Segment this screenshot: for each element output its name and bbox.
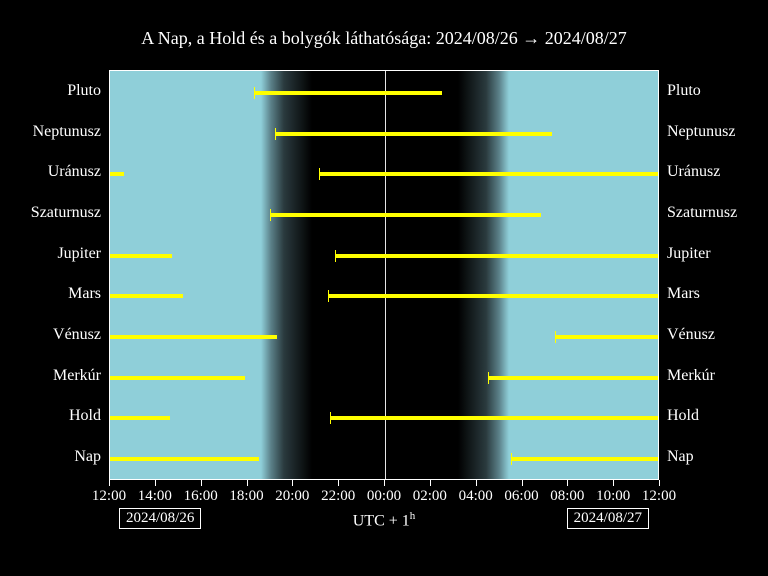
x-tick-mark <box>201 480 202 486</box>
rise-tick <box>328 290 329 302</box>
x-tick-label: 06:00 <box>504 488 538 505</box>
body-label-right: Neptunusz <box>667 123 735 141</box>
x-tick-mark <box>476 480 477 486</box>
body-label-left: Nap <box>0 448 101 466</box>
x-tick-mark <box>109 480 110 486</box>
body-label-right: Uránusz <box>667 163 720 181</box>
body-label-right: Merkúr <box>667 367 715 385</box>
x-tick-label: 16:00 <box>184 488 218 505</box>
body-label-left: Hold <box>0 407 101 425</box>
rise-tick <box>330 412 331 424</box>
visibility-bar <box>110 254 172 258</box>
visibility-bar <box>555 335 659 339</box>
x-tick-mark <box>155 480 156 486</box>
x-tick-mark <box>247 480 248 486</box>
date-box-right: 2024/08/27 <box>567 508 649 529</box>
x-tick-mark <box>430 480 431 486</box>
x-tick-mark <box>384 480 385 486</box>
rise-tick <box>319 168 320 180</box>
rise-tick <box>555 331 556 343</box>
xaxis-title-prefix: UTC + 1 <box>353 512 410 529</box>
chart-title: A Nap, a Hold és a bolygók láthatósága: … <box>0 28 768 49</box>
visibility-bar <box>488 376 659 380</box>
visibility-bar <box>270 213 540 217</box>
x-tick-mark <box>522 480 523 486</box>
visibility-bar <box>110 376 245 380</box>
rise-tick <box>335 250 336 262</box>
x-tick-label: 04:00 <box>459 488 493 505</box>
x-tick-mark <box>567 480 568 486</box>
visibility-bar <box>511 457 659 461</box>
body-label-right: Nap <box>667 448 694 466</box>
title-prefix: A Nap, a Hold és a bolygók láthatósága: <box>141 28 435 48</box>
x-tick-label: 02:00 <box>413 488 447 505</box>
x-tick-label: 12:00 <box>92 488 126 505</box>
x-tick-label: 14:00 <box>138 488 172 505</box>
rise-tick <box>511 453 512 465</box>
body-label-left: Mars <box>0 285 101 303</box>
visibility-bar <box>110 294 183 298</box>
x-tick-mark <box>338 480 339 486</box>
visibility-bar <box>110 335 277 339</box>
visibility-bar <box>319 172 659 176</box>
x-tick-label: 08:00 <box>550 488 584 505</box>
xaxis-title-sup: h <box>410 510 416 522</box>
visibility-bar <box>110 416 170 420</box>
visibility-bar <box>110 172 124 176</box>
x-tick-mark <box>659 480 660 486</box>
body-label-right: Szaturnusz <box>667 204 737 222</box>
body-label-right: Mars <box>667 285 700 303</box>
body-label-left: Vénusz <box>0 326 101 344</box>
x-tick-label: 00:00 <box>367 488 401 505</box>
rise-tick <box>275 128 276 140</box>
rise-tick <box>488 372 489 384</box>
x-tick-mark <box>292 480 293 486</box>
title-date1: 2024/08/26 <box>436 28 518 48</box>
plot-area <box>109 70 659 480</box>
body-label-right: Hold <box>667 407 699 425</box>
visibility-bar <box>254 91 442 95</box>
body-label-left: Szaturnusz <box>0 204 101 222</box>
visibility-bar <box>335 254 659 258</box>
x-tick-label: 22:00 <box>321 488 355 505</box>
chart-container: A Nap, a Hold és a bolygók láthatósága: … <box>0 0 768 576</box>
body-label-left: Uránusz <box>0 163 101 181</box>
date-box-left: 2024/08/26 <box>119 508 201 529</box>
x-tick-label: 20:00 <box>275 488 309 505</box>
visibility-bar <box>330 416 659 420</box>
rise-tick <box>270 209 271 221</box>
body-label-left: Pluto <box>0 82 101 100</box>
body-label-left: Merkúr <box>0 367 101 385</box>
visibility-bar <box>328 294 659 298</box>
body-label-left: Jupiter <box>0 245 101 263</box>
visibility-bar <box>110 457 259 461</box>
rise-tick <box>254 87 255 99</box>
x-tick-label: 10:00 <box>596 488 630 505</box>
visibility-bar <box>275 132 552 136</box>
title-date2: 2024/08/27 <box>545 28 627 48</box>
x-tick-label: 18:00 <box>229 488 263 505</box>
x-tick-mark <box>613 480 614 486</box>
body-label-right: Vénusz <box>667 326 715 344</box>
title-arrow: → <box>518 28 545 48</box>
x-tick-label: 12:00 <box>642 488 676 505</box>
body-label-right: Pluto <box>667 82 701 100</box>
body-label-left: Neptunusz <box>0 123 101 141</box>
body-label-right: Jupiter <box>667 245 711 263</box>
x-axis-title: UTC + 1h <box>353 510 416 530</box>
